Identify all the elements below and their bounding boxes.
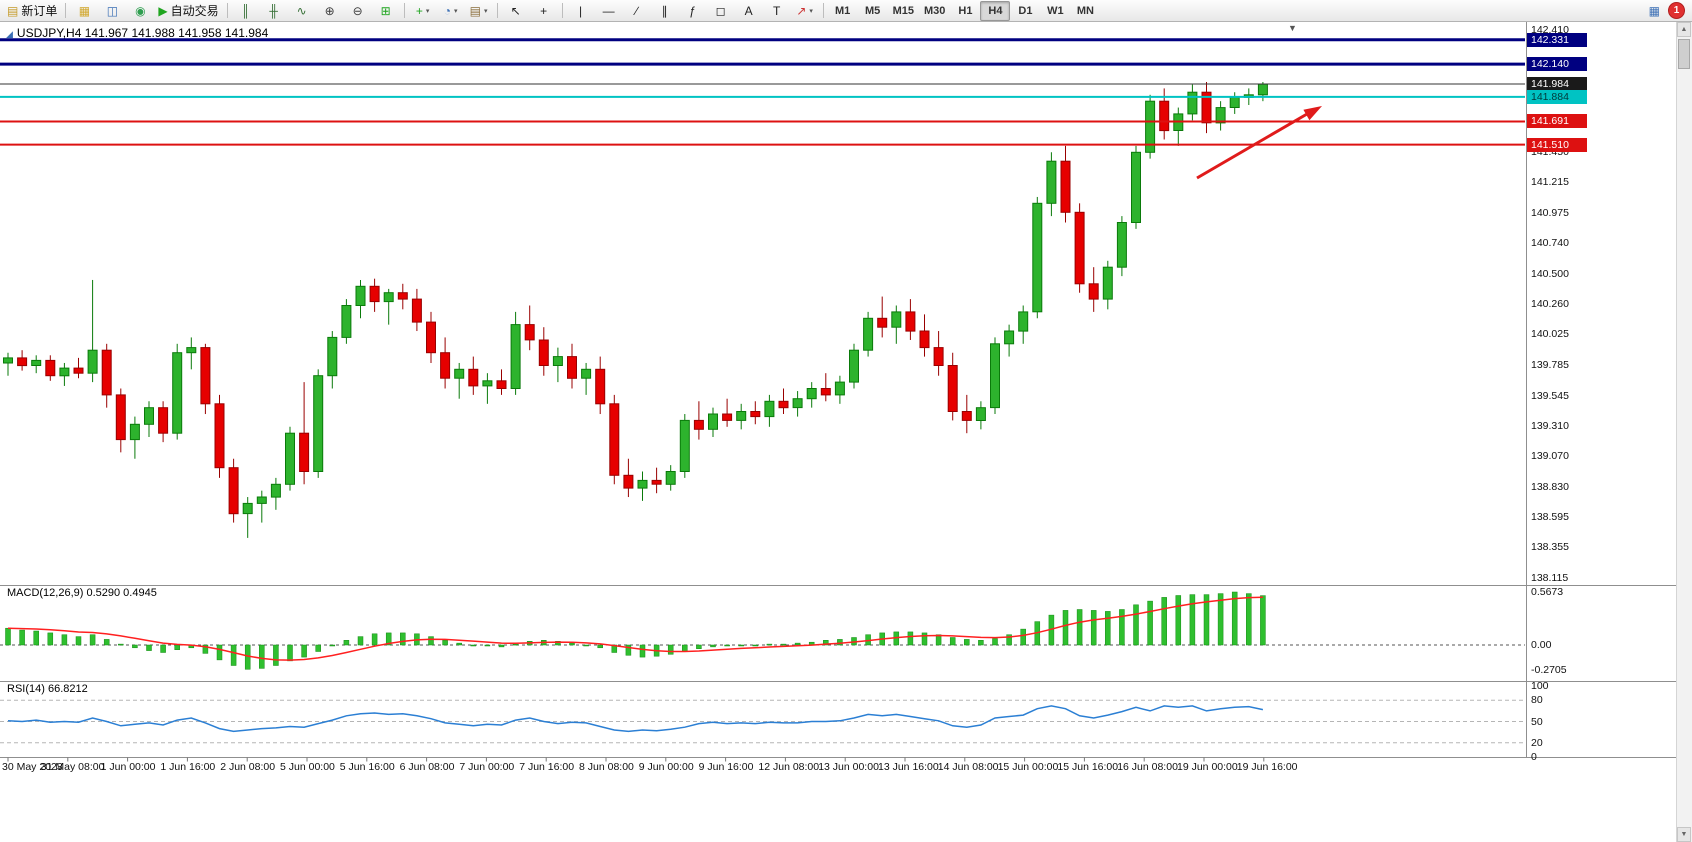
text-label-icon: T bbox=[772, 3, 781, 18]
equidistant-channel-button[interactable]: ∥ bbox=[651, 1, 679, 21]
notification-badge[interactable]: 1 bbox=[1668, 2, 1685, 19]
toolbar-separator bbox=[822, 3, 824, 18]
trendline-icon: ∕ bbox=[635, 3, 638, 18]
timeframe-H4[interactable]: H4 bbox=[980, 0, 1011, 21]
auto-trading-icon: ▶ bbox=[158, 3, 168, 18]
toolbar-separator bbox=[403, 3, 405, 18]
bar-chart-icon: ║ bbox=[241, 3, 250, 18]
horizontal-level-lines[interactable] bbox=[0, 38, 1525, 146]
cursor-icon: ↖ bbox=[510, 3, 521, 18]
vertical-line-button[interactable]: | bbox=[567, 1, 595, 21]
candlestick-chart-icon: ╫ bbox=[269, 3, 278, 18]
horizontal-line-icon: — bbox=[602, 3, 615, 18]
scroll-up-icon[interactable]: ▲ bbox=[1677, 22, 1691, 37]
zoom-out-icon: ⊖ bbox=[352, 3, 363, 18]
zoom-in-icon: ⊕ bbox=[324, 3, 335, 18]
toolbar-separator bbox=[561, 3, 563, 18]
timeframe-M1[interactable]: M1 bbox=[834, 4, 851, 17]
tile-windows-icon: ⊞ bbox=[380, 3, 391, 18]
crosshair-button[interactable]: + bbox=[530, 1, 558, 21]
line-chart-button[interactable]: ∿ bbox=[288, 1, 316, 21]
timeframe-MN[interactable]: MN bbox=[1076, 4, 1094, 17]
timeframe-M30[interactable]: M30 bbox=[924, 4, 946, 17]
tile-windows-button[interactable]: ⊞ bbox=[372, 1, 400, 21]
chevron-down-icon: ▾ bbox=[809, 7, 813, 15]
chevron-down-icon: ▾ bbox=[484, 7, 488, 15]
timeframe-M15[interactable]: M15 bbox=[892, 4, 915, 17]
shapes-button[interactable]: ◻ bbox=[707, 1, 735, 21]
chevron-down-icon: ▾ bbox=[425, 7, 430, 15]
periods-button[interactable]: ◔ ▾ bbox=[437, 1, 465, 21]
bar-chart-button[interactable]: ║ bbox=[232, 1, 260, 21]
rsi-layer bbox=[0, 699, 1525, 744]
strategy-tester-icon: ◉ bbox=[135, 3, 146, 18]
candles-layer bbox=[3, 82, 1268, 538]
toolbar: ▤ 新订单 ▦ ◫ ◉ ▶ 自动交易 ║ ╫ ∿ ⊕ ⊖ ⊞ + ▾ ◔ ▾ ▤ ▾ ↖ + | — ∕ ∥ ƒ ◻ A T ↗ ▾ M1 M5… bbox=[0, 0, 1692, 22]
text-icon: A bbox=[744, 3, 753, 18]
periods-icon: ◔ bbox=[443, 3, 451, 18]
data-window-icon: ◫ bbox=[106, 3, 119, 18]
scrollbar-thumb[interactable] bbox=[1678, 39, 1690, 69]
charts-grid-button[interactable]: ▦ bbox=[70, 1, 98, 21]
line-chart-icon: ∿ bbox=[296, 3, 307, 18]
vertical-scrollbar[interactable]: ▲ ▼ bbox=[1676, 22, 1692, 842]
fibonacci-button[interactable]: ƒ bbox=[679, 1, 707, 21]
auto-trading-label: 自动交易 bbox=[170, 4, 219, 18]
trendline-button[interactable]: ∕ bbox=[623, 1, 651, 21]
cursor-button[interactable]: ↖ bbox=[502, 1, 530, 21]
toolbar-right: ▦ 1 bbox=[1649, 2, 1689, 19]
indicators-button[interactable]: + ▾ bbox=[409, 1, 437, 21]
templates-icon: ▤ bbox=[469, 3, 482, 18]
timeframe-D1[interactable]: D1 bbox=[1018, 4, 1033, 17]
indicators-icon: + bbox=[415, 3, 423, 18]
shapes-icon: ◻ bbox=[715, 3, 726, 18]
trend-arrow-annotation[interactable] bbox=[1196, 106, 1322, 180]
time-axis-ticks bbox=[7, 757, 1265, 762]
macd-signal-line bbox=[7, 596, 1263, 661]
timeframe-W1[interactable]: W1 bbox=[1047, 4, 1064, 17]
scroll-down-icon[interactable]: ▼ bbox=[1677, 827, 1691, 842]
toolbar-separator bbox=[496, 3, 498, 18]
arrows-button[interactable]: ↗ ▾ bbox=[791, 1, 819, 21]
new-order-button[interactable]: ▤ 新订单 bbox=[3, 1, 61, 21]
timeframe-H1[interactable]: H1 bbox=[958, 4, 973, 17]
strategy-tester-button[interactable]: ◉ bbox=[126, 1, 154, 21]
toolbar-separator bbox=[65, 3, 67, 18]
arrows-icon: ↗ bbox=[796, 3, 807, 18]
zoom-in-button[interactable]: ⊕ bbox=[316, 1, 344, 21]
text-label-button[interactable]: T bbox=[763, 1, 791, 21]
charts-grid-icon: ▦ bbox=[78, 3, 91, 18]
rsi-line bbox=[7, 705, 1264, 733]
candlestick-chart-button[interactable]: ╫ bbox=[260, 1, 288, 21]
chevron-down-icon: ▾ bbox=[453, 7, 458, 15]
auto-trading-button[interactable]: ▶ 自动交易 bbox=[154, 1, 222, 21]
data-window-button[interactable]: ◫ bbox=[98, 1, 126, 21]
fibonacci-icon: ƒ bbox=[689, 3, 696, 18]
new-order-icon: ▤ bbox=[7, 3, 19, 18]
text-button[interactable]: A bbox=[735, 1, 763, 21]
zoom-out-button[interactable]: ⊖ bbox=[344, 1, 372, 21]
macd-layer bbox=[0, 591, 1525, 670]
templates-button[interactable]: ▤ ▾ bbox=[465, 1, 493, 21]
new-order-label: 新订单 bbox=[21, 4, 58, 18]
crosshair-icon: + bbox=[540, 3, 548, 18]
panel-borders bbox=[0, 22, 1692, 758]
timeframe-M5[interactable]: M5 bbox=[864, 4, 881, 17]
toolbar-separator bbox=[226, 3, 228, 18]
vertical-line-icon: | bbox=[579, 3, 583, 18]
mql5-community-icon[interactable]: ▦ bbox=[1648, 3, 1660, 18]
equidistant-channel-icon: ∥ bbox=[661, 3, 668, 18]
horizontal-line-button[interactable]: — bbox=[595, 1, 623, 21]
